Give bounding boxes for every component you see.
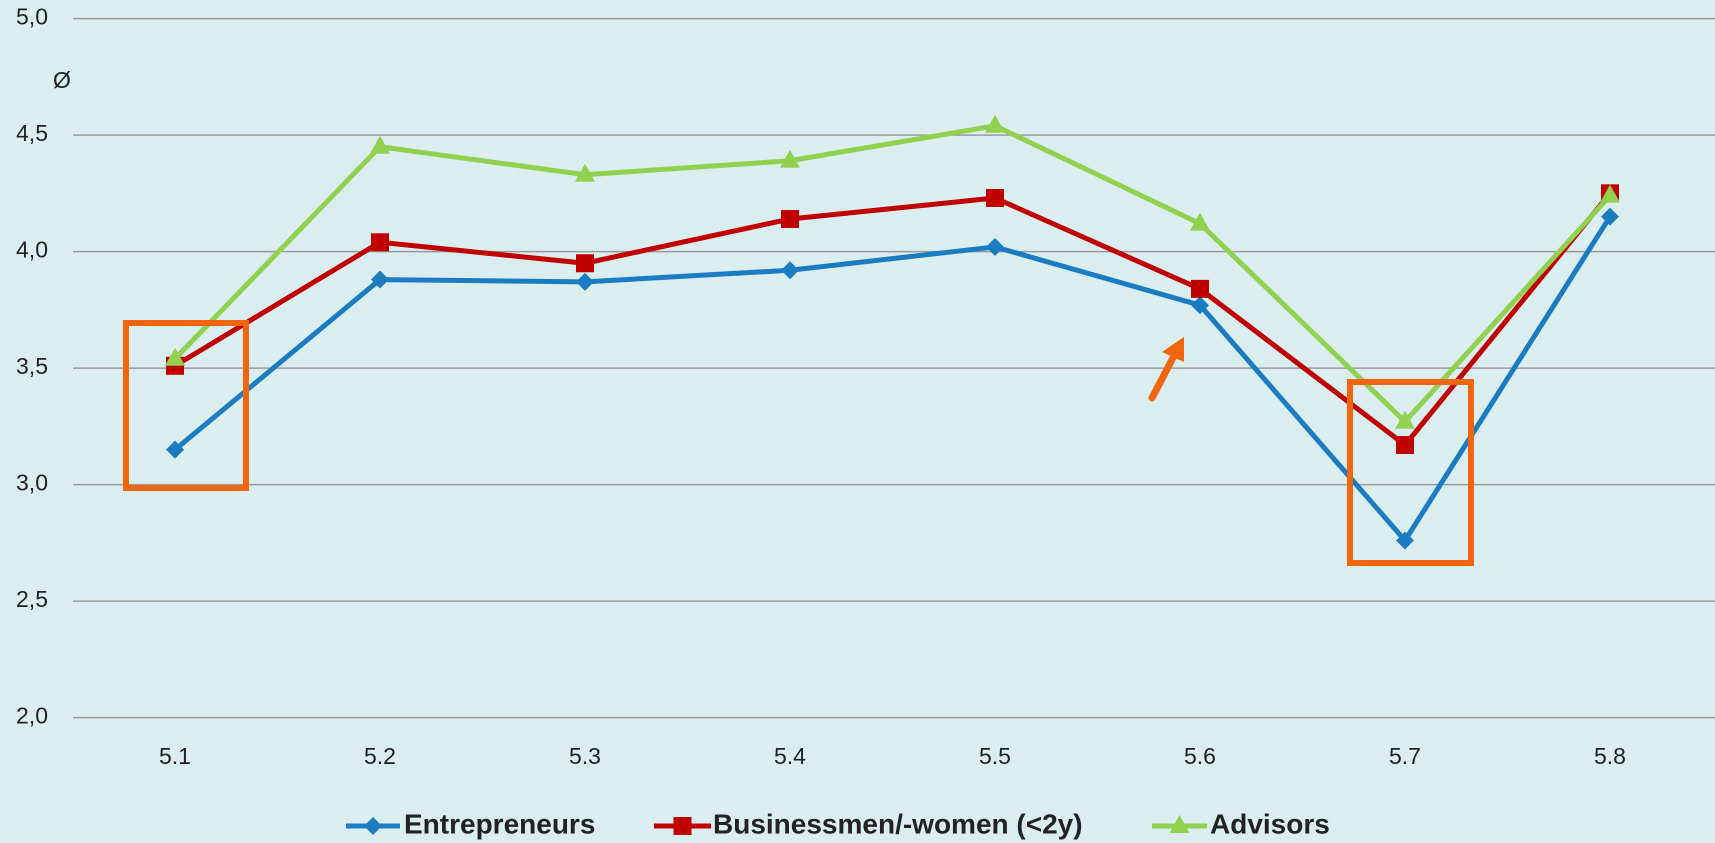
x-tick-label: 5.8	[1594, 743, 1626, 769]
x-tick-label: 5.3	[569, 743, 601, 769]
y-tick-label: 3,0	[16, 470, 48, 496]
marker	[1600, 184, 1620, 203]
x-tick-label: 5.5	[979, 743, 1011, 769]
marker	[370, 135, 390, 154]
y-tick-label: 4,0	[16, 237, 48, 263]
legend-text: Businessmen/-women (<2y)	[713, 808, 1083, 839]
series-line	[173, 215, 1613, 544]
marker	[371, 233, 389, 252]
marker	[1191, 279, 1209, 298]
marker	[1601, 207, 1619, 226]
x-tick-label: 5.2	[364, 743, 396, 769]
y-tick-label: 4,5	[16, 120, 48, 146]
marker	[986, 237, 1004, 256]
axis-annotation: Ø	[53, 67, 71, 93]
marker	[1169, 815, 1190, 833]
highlight-box	[123, 320, 249, 491]
marker	[1395, 410, 1415, 429]
arrow	[1148, 337, 1184, 402]
marker	[1396, 531, 1414, 550]
x-tick-label: 5.1	[159, 743, 191, 769]
y-tick-label: 3,5	[16, 353, 48, 379]
x-tick-label: 5.6	[1184, 743, 1216, 769]
marker	[576, 272, 594, 291]
marker	[1396, 435, 1414, 454]
marker	[985, 114, 1005, 133]
marker	[1190, 212, 1210, 231]
marker	[781, 261, 799, 280]
y-tick-label: 5,0	[16, 4, 48, 30]
y-tick-label: 2,5	[16, 586, 48, 612]
y-tick-label: 2,0	[16, 703, 48, 729]
marker	[576, 254, 594, 273]
marker	[575, 163, 595, 182]
marker	[781, 209, 799, 228]
marker	[364, 817, 382, 835]
marker	[166, 440, 184, 459]
marker	[986, 189, 1004, 208]
marker	[673, 817, 692, 835]
marker	[1191, 296, 1209, 315]
legend-text: Advisors	[1210, 808, 1330, 839]
legend-text: Entrepreneurs	[404, 808, 595, 839]
series-line	[173, 191, 1612, 448]
x-tick-label: 5.7	[1389, 743, 1421, 769]
marker	[371, 270, 389, 289]
marker	[165, 347, 185, 366]
series-line	[173, 123, 1612, 425]
x-tick-label: 5.4	[774, 743, 806, 769]
marker	[780, 149, 800, 168]
highlight-box	[1347, 379, 1474, 566]
